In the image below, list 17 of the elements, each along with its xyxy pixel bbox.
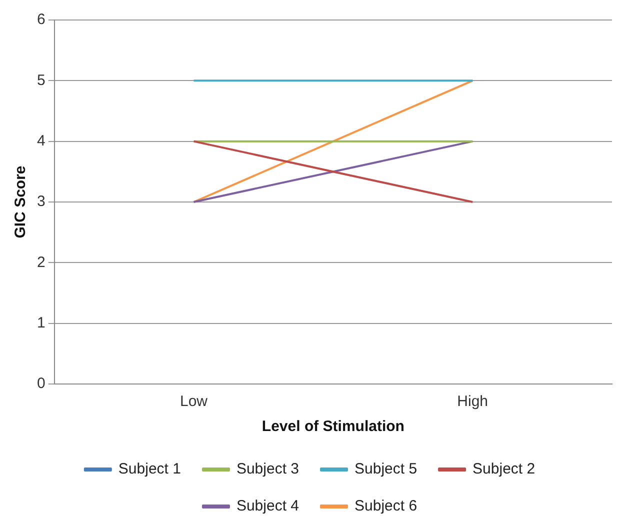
y-tick-label: 2 [37,254,46,271]
y-tick-label: 3 [37,193,46,210]
y-tick-label: 4 [37,132,46,150]
x-axis-title: Level of Stimulation [262,418,404,436]
legend-label: Subject 3 [236,460,300,478]
legend-label: Subject 6 [354,498,418,515]
y-tick-label: 6 [37,11,46,28]
y-tick-label: 5 [37,72,46,89]
x-tick-label: Low [180,393,208,410]
legend-label: Subject 4 [236,498,300,515]
legend-label: Subject 1 [118,460,181,478]
y-tick-label: 1 [37,314,46,332]
x-tick-label: High [457,393,488,410]
legend-label: Subject 5 [354,460,418,478]
y-axis-title: GIC Score [12,166,30,238]
legend-label: Subject 2 [472,460,536,478]
y-tick-label: 0 [37,375,46,392]
